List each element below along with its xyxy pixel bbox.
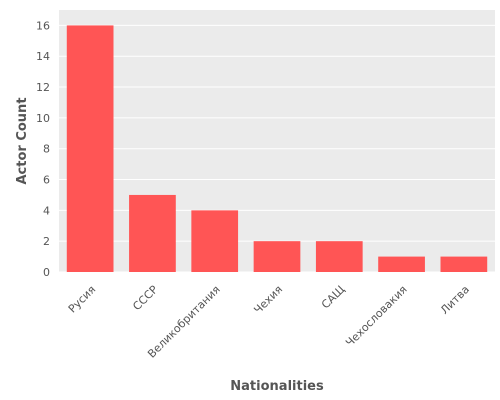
y-tick-label: 0 xyxy=(43,266,50,279)
x-tick-label: Чехия xyxy=(251,283,285,317)
bar xyxy=(378,256,425,272)
x-tick-label: СССР xyxy=(130,283,160,313)
bar xyxy=(129,194,176,272)
y-tick-label: 10 xyxy=(36,112,50,125)
x-tick-label: САЩ xyxy=(319,283,347,311)
bar xyxy=(440,256,488,272)
y-tick-label: 2 xyxy=(43,235,50,248)
y-tick-label: 8 xyxy=(43,143,50,156)
bars xyxy=(66,25,488,273)
x-tick-label: Чехословакия xyxy=(343,283,409,349)
x-tick-label: Литва xyxy=(438,283,472,317)
plot-background xyxy=(59,10,495,272)
bar xyxy=(253,241,301,272)
y-tick-label: 12 xyxy=(36,81,50,94)
bar xyxy=(315,241,363,272)
y-tick-label: 4 xyxy=(43,204,50,217)
y-tick-labels: 0 2 4 6 8 10 12 14 16 xyxy=(36,19,50,279)
y-tick-label: 16 xyxy=(36,19,50,32)
bar xyxy=(191,210,239,272)
x-tick-label: Русия xyxy=(66,283,99,316)
x-axis-title: Nationalities xyxy=(230,379,324,394)
y-axis-title: Actor Count xyxy=(15,97,30,184)
bar xyxy=(66,25,114,273)
y-tick-label: 14 xyxy=(36,50,50,63)
y-tick-label: 6 xyxy=(43,174,50,187)
